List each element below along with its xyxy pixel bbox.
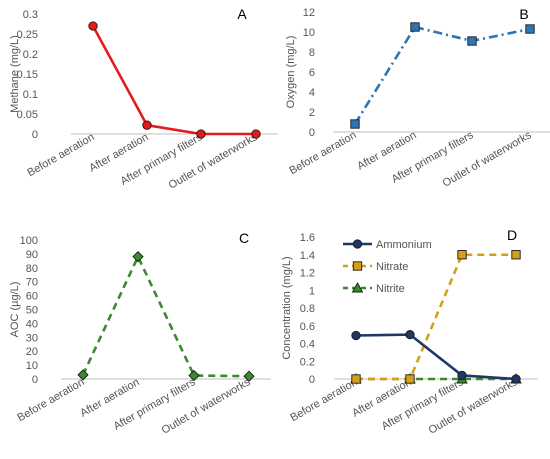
series-line <box>355 333 517 381</box>
y-tick-label: 0 <box>32 374 38 386</box>
y-tick-label: 4 <box>309 87 315 99</box>
y-tick-label: 80 <box>26 263 38 275</box>
x-tick-label: Outlet of waterworks <box>160 376 253 437</box>
y-tick-label: 30 <box>26 332 38 344</box>
panel-letter: A <box>237 6 247 22</box>
legend-marker <box>351 282 364 293</box>
y-tick-label: 100 <box>20 235 38 247</box>
x-tick-label: Before aeration <box>15 376 86 424</box>
data-point <box>142 120 152 130</box>
series-nitrate <box>351 250 521 384</box>
legend-marker <box>352 239 363 249</box>
x-tick-label: Before aeration <box>288 376 359 424</box>
y-tick-label: 60 <box>26 291 38 303</box>
y-tick-label: 10 <box>303 27 315 39</box>
y-tick-label: 12 <box>303 7 315 19</box>
data-point <box>77 369 89 381</box>
data-point <box>525 24 535 34</box>
legend-marker <box>352 261 363 271</box>
data-point <box>467 36 477 46</box>
y-tick-label: 0.15 <box>17 69 38 81</box>
data-point <box>511 374 521 384</box>
panel-letter: D <box>507 227 517 243</box>
y-tick-label: 0.6 <box>300 321 315 333</box>
legend-label: Nitrite <box>376 283 405 295</box>
y-tick-label: 2 <box>309 107 315 119</box>
y-tick-label: 0.25 <box>17 29 38 41</box>
y-tick-label: 50 <box>26 305 38 317</box>
y-tick-label: 0.2 <box>23 49 38 61</box>
y-tick-label: 0 <box>309 374 315 386</box>
data-point <box>251 129 261 139</box>
y-tick-label: 6 <box>309 67 315 79</box>
data-point <box>351 374 361 384</box>
y-axis-label: AOC (µg/L) <box>9 282 21 338</box>
y-tick-label: 1 <box>309 285 315 297</box>
series-line <box>350 22 535 129</box>
series-line <box>81 255 250 378</box>
data-point <box>88 21 98 31</box>
data-point <box>410 22 420 32</box>
series-line <box>77 251 255 382</box>
data-point <box>405 329 415 340</box>
y-tick-label: 0.2 <box>300 356 315 368</box>
x-tick-label: Outlet of waterworks <box>427 376 520 437</box>
data-point <box>196 129 206 139</box>
y-axis-label: Methane (mg/L) <box>9 35 21 113</box>
y-tick-label: 0.05 <box>17 109 38 121</box>
series-line <box>88 21 261 139</box>
panel-letter: C <box>239 230 249 246</box>
y-tick-label: 0 <box>309 127 315 139</box>
legend-item: Nitrite <box>343 282 405 295</box>
y-axis-label: Concentration (mg/L) <box>281 256 293 359</box>
data-point <box>351 330 361 341</box>
data-point <box>350 119 360 129</box>
data-point <box>457 370 467 381</box>
y-tick-label: 1.2 <box>300 268 315 280</box>
data-point <box>511 250 521 260</box>
data-point <box>405 374 415 384</box>
panel-d: 0 0.2 0.4 0.6 0.8 1 1.2 1.4 1.6 Concentration (mg… <box>281 227 538 437</box>
series-line <box>356 253 516 381</box>
legend-label: Nitrate <box>376 261 408 273</box>
y-tick-label: 0.4 <box>300 339 315 351</box>
data-point <box>188 369 200 382</box>
y-tick-label: 40 <box>26 318 38 330</box>
y-tick-label: 8 <box>309 47 315 59</box>
legend-item: Ammonium <box>343 239 432 251</box>
y-tick-label: 0.8 <box>300 303 315 315</box>
y-tick-label: 1.4 <box>300 250 315 262</box>
y-tick-label: 20 <box>26 346 38 358</box>
y-tick-label: 10 <box>26 360 38 372</box>
y-tick-label: 90 <box>26 249 38 261</box>
y-axis-label: Oxygen (mg/L) <box>285 36 297 109</box>
y-tick-label: 0.3 <box>23 9 38 21</box>
series-line <box>353 25 531 125</box>
x-tick-label: Outlet of waterworks <box>167 131 260 192</box>
y-tick-label: 1.6 <box>300 232 315 244</box>
x-tick-label: Before aeration <box>287 129 358 177</box>
data-point <box>243 370 255 382</box>
legend: Ammonium Nitrate Nitrite <box>343 239 432 295</box>
panel-letter: B <box>519 6 528 22</box>
legend-item: Nitrate <box>343 261 408 273</box>
data-point <box>457 250 467 260</box>
series-line <box>91 25 256 136</box>
data-point <box>132 251 144 263</box>
y-tick-label: 70 <box>26 277 38 289</box>
y-tick-label: 0.1 <box>23 89 38 101</box>
y-tick-label: 0 <box>32 129 38 141</box>
legend-label: Ammonium <box>376 239 432 251</box>
series-ammonium <box>351 329 521 384</box>
